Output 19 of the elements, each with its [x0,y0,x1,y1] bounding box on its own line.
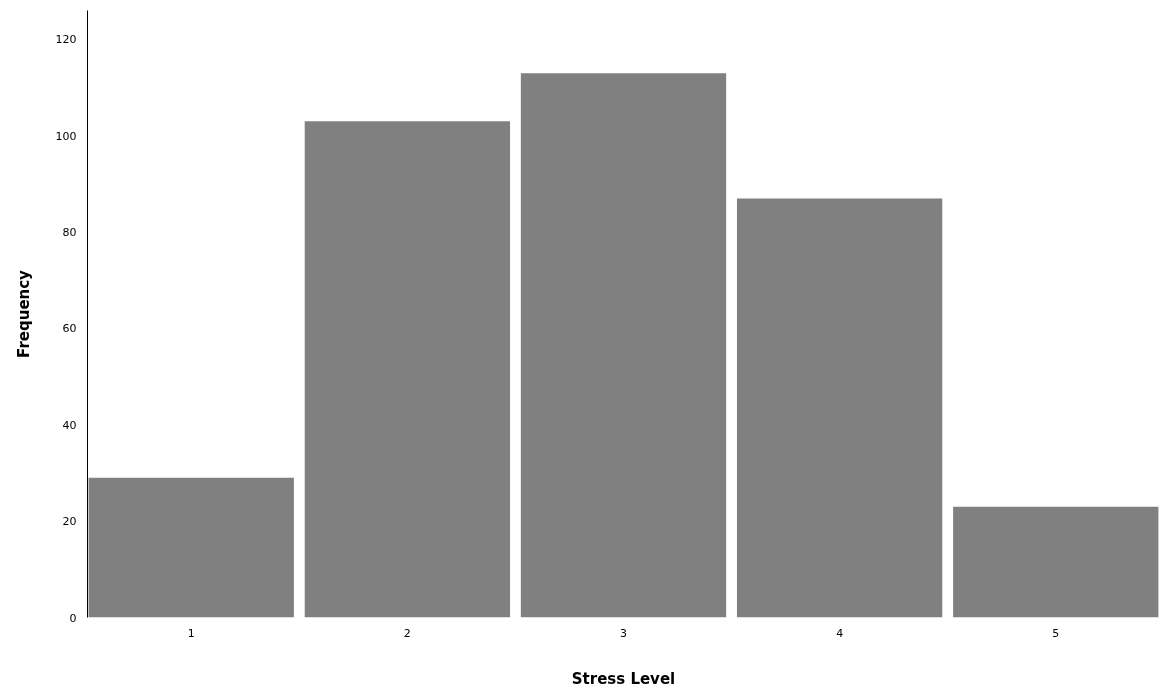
bar [736,198,943,618]
x-axis-title: Stress Level [571,669,676,688]
y-tick-label: 20 [62,515,77,529]
x-tick-label: 3 [620,626,627,640]
x-tick-label: 1 [187,626,195,640]
y-axis-title: Frequency [14,269,33,358]
bar [88,477,294,618]
y-tick-label: 120 [55,33,77,47]
x-tick-label: 4 [836,626,844,640]
bar [520,73,727,618]
y-tick-label: 100 [55,129,77,143]
bar [304,121,511,618]
y-tick-label: 80 [62,226,77,240]
x-tick-label: 5 [1052,626,1060,640]
bar [953,506,1159,618]
y-tick-label: 40 [62,418,77,432]
y-tick-label: 0 [69,611,77,625]
y-tick-label: 60 [62,322,77,336]
x-tick-label: 2 [403,626,411,640]
